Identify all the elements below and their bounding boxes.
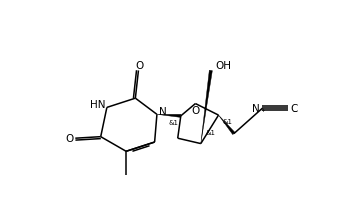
Text: O: O [135, 61, 143, 71]
Text: C: C [290, 104, 298, 114]
Text: N: N [159, 107, 167, 117]
Polygon shape [201, 70, 212, 144]
Text: &1: &1 [223, 119, 233, 125]
Polygon shape [218, 115, 235, 135]
Text: O: O [65, 134, 73, 144]
Text: &1: &1 [205, 130, 215, 136]
Text: N: N [252, 104, 260, 114]
Text: O: O [191, 106, 200, 116]
Text: $^{-}$: $^{-}$ [293, 107, 299, 117]
Text: OH: OH [215, 61, 232, 71]
Text: HN: HN [90, 100, 105, 110]
Text: $^{+}$: $^{+}$ [260, 107, 266, 117]
Text: &1: &1 [168, 120, 178, 126]
Polygon shape [157, 114, 181, 117]
